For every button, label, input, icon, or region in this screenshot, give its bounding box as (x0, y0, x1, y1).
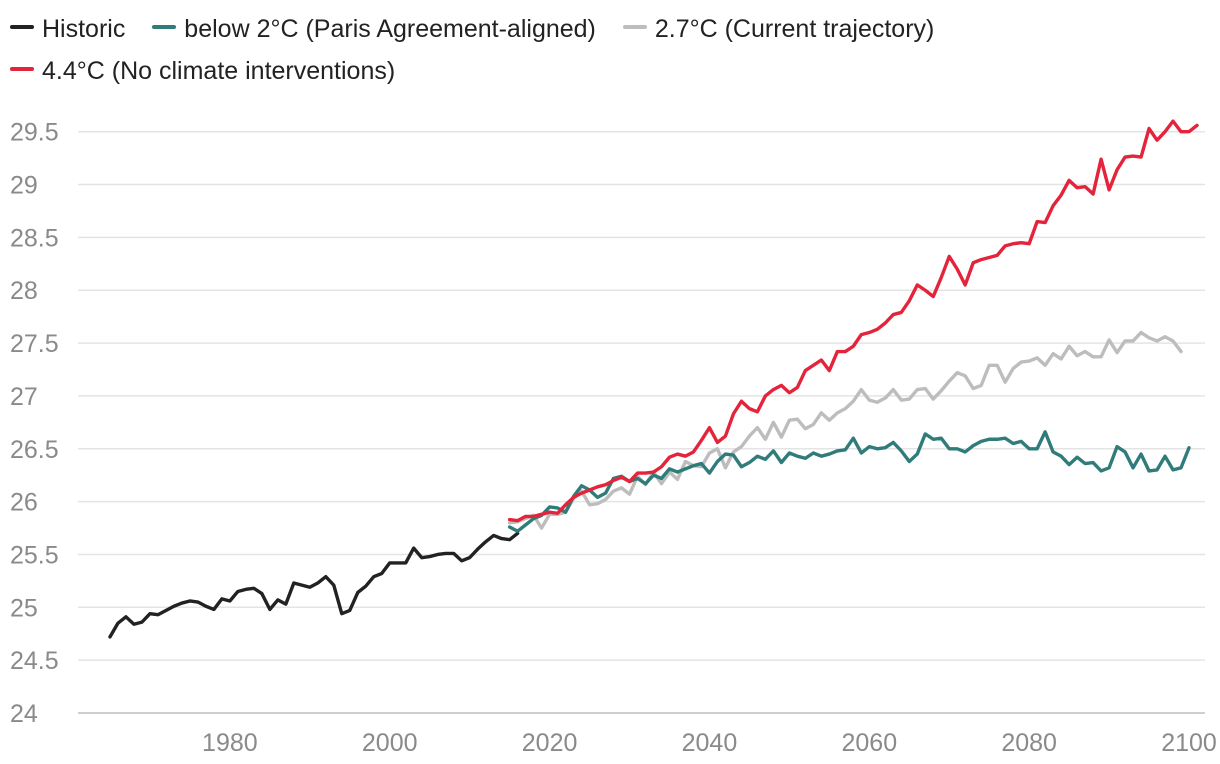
legend-swatch-historic (10, 25, 34, 30)
legend-swatch-4-4c (10, 67, 34, 72)
legend-label-2-7c: 2.7°C (Current trajectory) (654, 15, 935, 43)
legend-label-historic: Historic (42, 15, 126, 43)
x-tick-label: 1980 (202, 729, 258, 757)
legend-swatch-2-7c (622, 25, 647, 30)
series-line-4-4-c-no-climate-interventions (507, 119, 1199, 523)
chart-legend: Historic below 2°C (Paris Agreement-alig… (10, 8, 1205, 92)
y-tick-label: 29 (10, 172, 38, 200)
x-axis-ticks: 1980 2000 2020 2040 2060 2080 2100 (202, 729, 1217, 757)
y-tick-label: 27.5 (10, 330, 59, 358)
series-line-2-7-c-current-trajectory (507, 330, 1183, 530)
x-tick-label: 2060 (841, 729, 897, 757)
y-tick-label: 28 (10, 277, 38, 305)
legend-label-below-2c: below 2°C (Paris Agreement-aligned) (184, 15, 596, 43)
series-line-historic (108, 531, 520, 639)
series-lines (108, 119, 1199, 639)
x-tick-label: 2000 (362, 729, 418, 757)
y-axis-ticks: 24 24.5 25 25.5 26 26.5 27 27.5 28 28.5 29 29.5 (10, 119, 59, 728)
x-tick-label: 2080 (1001, 729, 1057, 757)
y-tick-label: 27 (10, 383, 38, 411)
y-tick-label: 26.5 (10, 436, 59, 464)
legend-item-4-4c: 4.4°C (No climate interventions) (10, 50, 395, 92)
y-tick-label: 26 (10, 489, 38, 517)
y-tick-label: 29.5 (10, 119, 59, 147)
legend-swatch-below-2c (152, 25, 177, 30)
x-tick-label: 2020 (522, 729, 578, 757)
y-tick-label: 24.5 (10, 647, 59, 675)
y-tick-label: 28.5 (10, 224, 59, 252)
legend-item-2-7c: 2.7°C (Current trajectory) (622, 8, 935, 50)
legend-item-below-2c: below 2°C (Paris Agreement-aligned) (152, 8, 596, 50)
grid-lines (78, 130, 1205, 714)
y-tick-label: 24 (10, 700, 38, 728)
x-tick-label: 2100 (1161, 729, 1217, 757)
legend-item-historic: Historic (10, 8, 125, 50)
legend-label-4-4c: 4.4°C (No climate interventions) (42, 57, 396, 85)
y-tick-label: 25.5 (10, 541, 59, 569)
y-tick-label: 25 (10, 594, 38, 622)
x-tick-label: 2040 (682, 729, 738, 757)
